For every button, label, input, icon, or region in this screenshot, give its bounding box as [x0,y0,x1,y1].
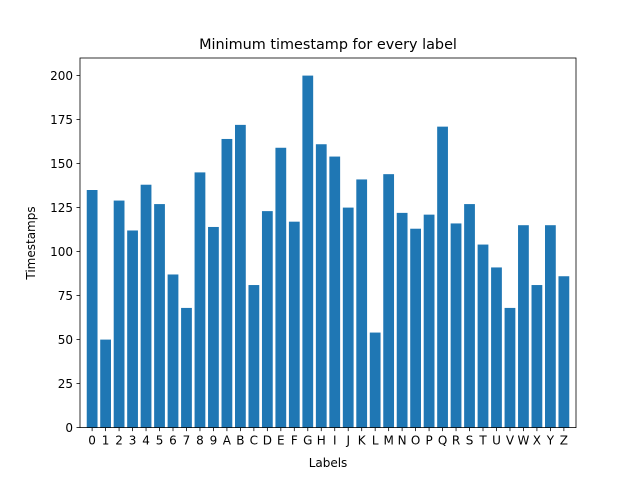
bar-T [477,244,489,428]
bar-A [221,138,233,428]
x-tick-label: X [533,434,541,448]
x-tick-label: 4 [142,434,150,448]
x-tick-label: Y [546,434,555,448]
bar-W [518,225,529,428]
bar-6 [167,274,179,428]
x-tick-label: 7 [183,434,191,448]
plot-frame [79,57,577,429]
x-tick-label: 6 [169,434,177,448]
bars-group [86,75,570,428]
bar-R [450,223,462,428]
y-tick-label: 125 [50,201,73,215]
x-tick-label: N [398,434,407,448]
x-tick-label: 8 [196,434,204,448]
bar-X [531,285,543,428]
x-tick-label: M [383,434,393,448]
x-tick-label: B [236,434,244,448]
y-tick-label: 75 [58,289,73,303]
bar-H [315,144,327,428]
x-axis-label: Labels [309,456,348,470]
x-tick-label: 9 [210,434,218,448]
bar-F [288,221,300,428]
x-tick-label: 0 [88,434,96,448]
x-tick-label: L [372,434,379,448]
bar-0 [86,190,98,428]
bar-9 [208,226,219,428]
x-tick-label: G [303,434,312,448]
bar-4 [140,184,152,428]
x-tick-label: T [478,434,487,448]
x-tick-label: 5 [156,434,164,448]
bar-V [504,307,516,428]
bar-3 [127,230,138,428]
bar-Z [558,276,570,428]
y-axis-ticks: 0 25 50 75 100 125 150 175 200 [50,69,80,435]
bar-5 [154,204,165,428]
y-tick-label: 100 [50,245,73,259]
x-tick-label: D [263,434,272,448]
bar-7 [181,307,192,428]
bar-U [491,267,502,428]
bar-2 [113,200,125,428]
bar-Y [545,225,556,428]
x-tick-label: V [506,434,515,448]
bar-J [342,207,354,428]
y-tick-label: 50 [58,333,73,347]
x-tick-label: I [333,434,337,448]
x-tick-label: Q [438,434,447,448]
bar-L [369,332,381,428]
x-tick-label: R [452,434,460,448]
bar-M [383,174,395,428]
bar-8 [194,172,206,428]
x-tick-label: P [425,434,432,448]
x-tick-label: S [466,434,474,448]
x-tick-label: O [411,434,420,448]
bar-1 [100,339,111,428]
x-tick-label: C [250,434,258,448]
bar-I [329,156,341,428]
x-tick-label: 2 [115,434,123,448]
y-tick-label: 200 [50,69,73,83]
x-tick-label: W [517,434,529,448]
chart-title: Minimum timestamp for every label [199,37,457,53]
x-tick-label: J [345,434,350,448]
x-tick-label: K [358,434,367,448]
bar-B [235,124,246,428]
bar-S [464,204,475,428]
x-tick-label: 1 [102,434,110,448]
x-tick-label: 3 [129,434,137,448]
y-tick-label: 0 [65,421,73,435]
x-tick-label: E [277,434,285,448]
bar-P [423,214,435,428]
x-tick-label: H [317,434,326,448]
y-tick-label: 175 [50,113,73,127]
bar-N [396,212,408,428]
bar-D [261,211,273,428]
bar-E [275,147,287,428]
x-tick-label: A [223,434,232,448]
x-tick-label: Z [560,434,568,448]
x-tick-label: U [492,434,501,448]
bar-Q [437,126,448,428]
bar-G [302,75,314,428]
x-tick-label: F [291,434,298,448]
bar-K [356,179,368,428]
y-tick-label: 150 [50,157,73,171]
bar-O [410,228,421,428]
bar-C [248,285,260,428]
y-tick-label: 25 [58,377,73,391]
y-axis-label: Timestamps [24,206,38,280]
